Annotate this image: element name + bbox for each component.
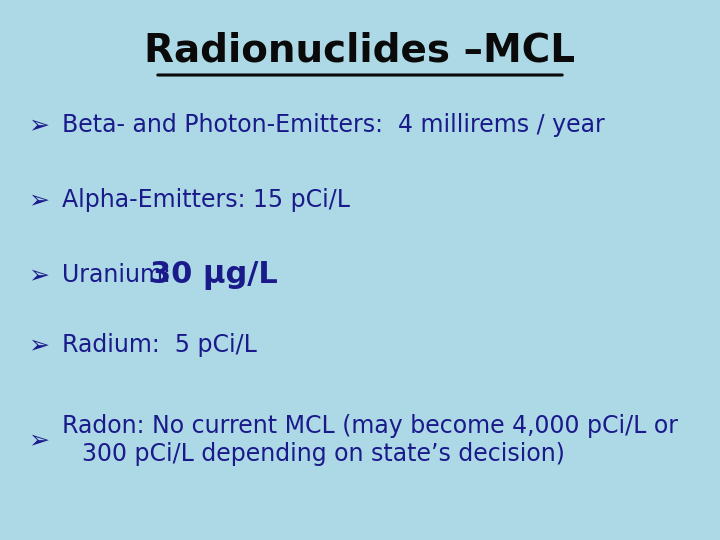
Text: ➢: ➢ xyxy=(28,333,49,357)
Text: 300 pCi/L depending on state’s decision): 300 pCi/L depending on state’s decision) xyxy=(82,442,565,466)
Text: Uranium:: Uranium: xyxy=(62,263,179,287)
Text: Radium:  5 pCi/L: Radium: 5 pCi/L xyxy=(62,333,257,357)
Text: ➢: ➢ xyxy=(28,428,49,452)
Text: ➢: ➢ xyxy=(28,263,49,287)
Text: ➢: ➢ xyxy=(28,188,49,212)
Text: Radon: No current MCL (may become 4,000 pCi/L or: Radon: No current MCL (may become 4,000 … xyxy=(62,414,678,438)
Text: Alpha-Emitters: 15 pCi/L: Alpha-Emitters: 15 pCi/L xyxy=(62,188,350,212)
Text: 30 μg/L: 30 μg/L xyxy=(150,260,278,289)
Text: Radionuclides –MCL: Radionuclides –MCL xyxy=(145,31,575,69)
Text: ➢: ➢ xyxy=(28,113,49,137)
Text: Beta- and Photon-Emitters:  4 millirems / year: Beta- and Photon-Emitters: 4 millirems /… xyxy=(62,113,605,137)
